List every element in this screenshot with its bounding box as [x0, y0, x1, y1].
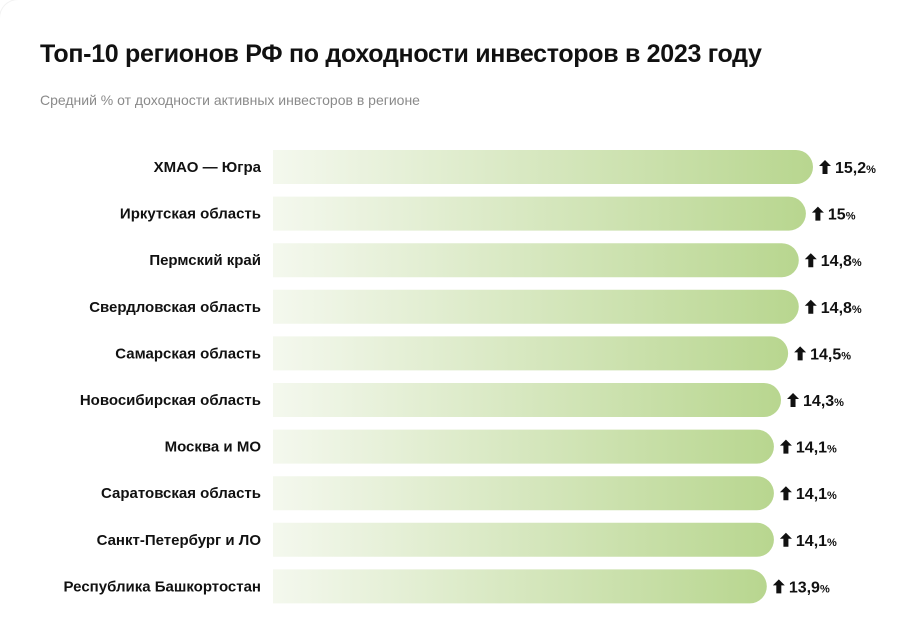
bar [273, 569, 767, 604]
value-label: 13,9% [789, 579, 830, 596]
arrow-up-icon [779, 439, 792, 454]
bar [273, 289, 799, 324]
bar [273, 476, 774, 511]
arrow-up-icon [779, 486, 792, 501]
value-label: 14,1% [796, 486, 837, 503]
category-label: Иркутская область [120, 206, 261, 223]
value-label: 14,1% [796, 533, 837, 550]
arrow-up-icon [779, 532, 792, 547]
arrow-up-icon [804, 253, 817, 268]
category-label: Самарская область [115, 345, 261, 362]
category-label: Москва и МО [165, 439, 262, 456]
bar [273, 522, 774, 557]
arrow-up-icon [804, 299, 817, 314]
bar [273, 429, 774, 464]
value-label: 14,5% [810, 346, 851, 363]
arrow-up-icon [811, 206, 824, 221]
bar [273, 196, 806, 231]
value-label: 15,2% [835, 160, 876, 177]
arrow-up-icon [794, 346, 807, 361]
category-label: Саратовская область [101, 485, 261, 502]
category-label: Республика Башкортостан [64, 578, 261, 595]
chart-subtitle: Средний % от доходности активных инвесто… [40, 92, 420, 108]
bar [273, 383, 782, 417]
value-label: 14,8% [821, 253, 862, 270]
bar [273, 336, 789, 371]
category-label: Санкт-Петербург и ЛО [97, 532, 262, 549]
bar [273, 150, 813, 184]
value-label: 14,3% [803, 393, 844, 410]
category-label: Свердловская область [89, 299, 261, 316]
category-label: Пермский край [149, 252, 261, 269]
value-label: 14,1% [796, 440, 837, 457]
arrow-up-icon [772, 579, 785, 594]
arrow-up-icon [819, 160, 831, 174]
value-label: 14,8% [821, 300, 862, 317]
bar [273, 243, 799, 278]
value-label: 15% [828, 207, 856, 224]
chart-title: Топ-10 регионов РФ по доходности инвесто… [40, 40, 762, 68]
category-label: Новосибирская область [80, 392, 261, 409]
category-label: ХМАО — Югра [154, 159, 262, 176]
arrow-up-icon [787, 393, 800, 407]
